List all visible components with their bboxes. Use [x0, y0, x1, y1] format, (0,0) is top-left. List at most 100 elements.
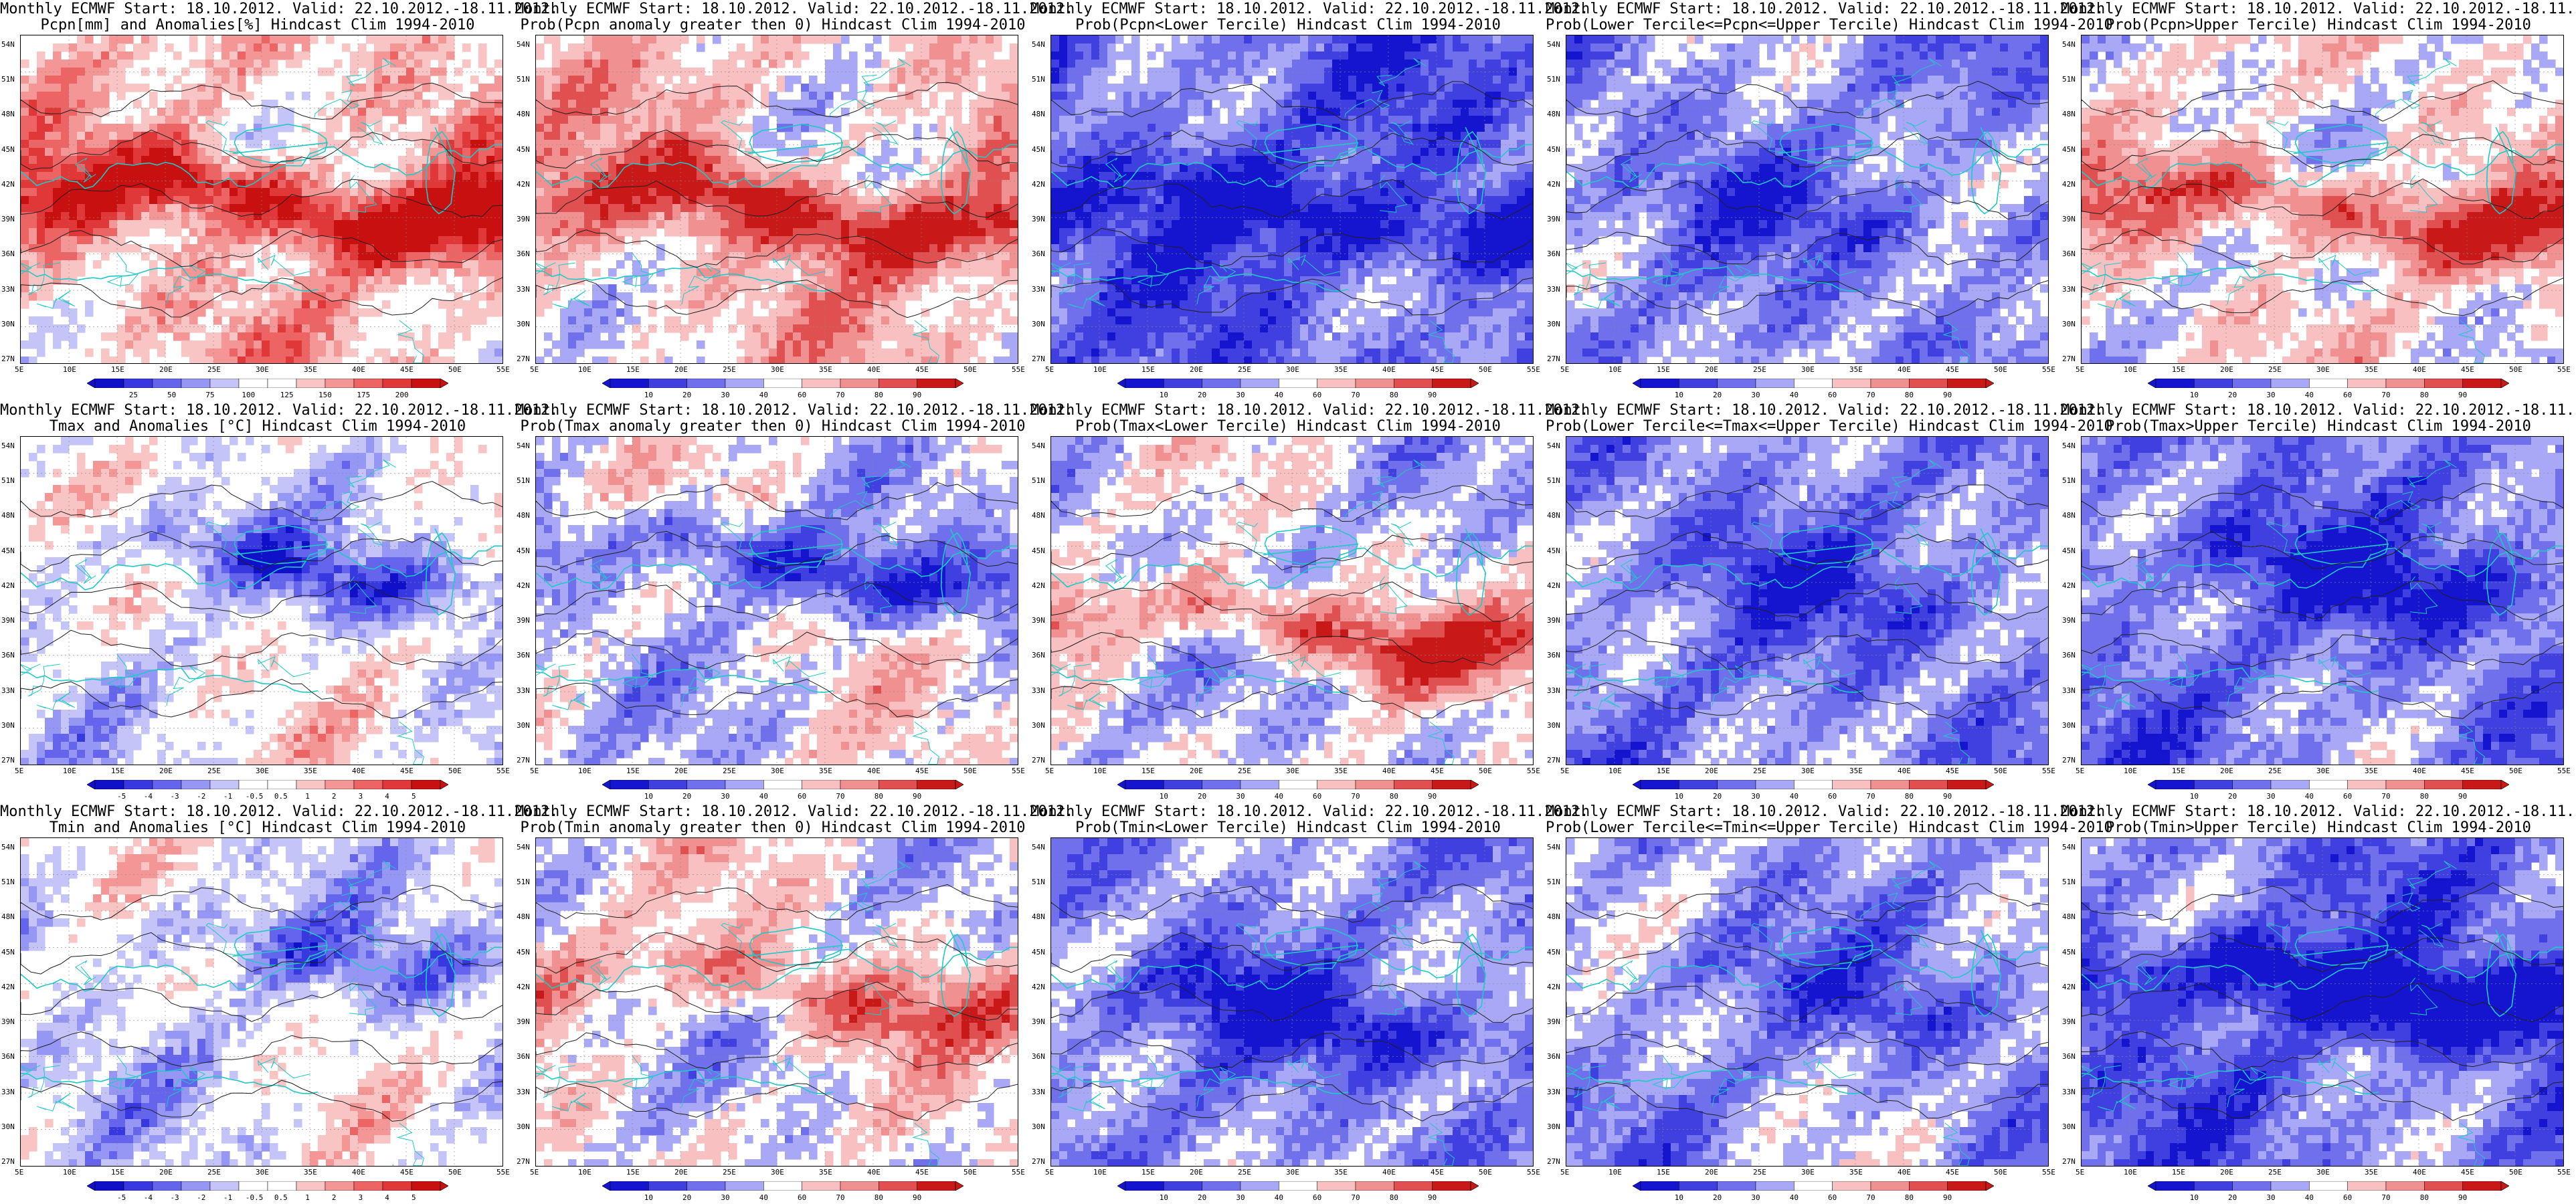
latitude-tick-label: 45N — [1547, 546, 1560, 555]
latitude-tick-label: 36N — [1547, 249, 1560, 258]
longitude-tick-label: 45E — [1946, 767, 1959, 775]
latitude-tick-label: 51N — [1547, 75, 1560, 84]
panel-title: Monthly ECMWF Start: 18.10.2012. Valid: … — [2061, 1, 2576, 33]
latitude-tick-label: 27N — [1, 355, 15, 363]
latitude-tick-label: 30N — [1, 721, 15, 730]
longitude-tick-label: 10E — [2124, 767, 2137, 775]
map-field — [21, 437, 502, 765]
panel-title-line-1: Monthly ECMWF Start: 18.10.2012. Valid: … — [2061, 804, 2576, 820]
latitude-tick-label: 27N — [1547, 756, 1560, 765]
colorbar-tick-label: 20 — [2223, 391, 2243, 399]
colorbar-tick-label: 70 — [2376, 1193, 2396, 1202]
colorbar-tick-label: 20 — [1192, 1193, 1212, 1202]
colorbar-tick-label: 50 — [162, 391, 182, 399]
colorbar-tick-label: 10 — [2184, 1193, 2204, 1202]
map-field — [1051, 35, 1533, 363]
colorbar-tick-label: 90 — [2453, 391, 2473, 399]
colorbar-tick-label: 20 — [1708, 792, 1728, 801]
latitude-tick-label: 27N — [2062, 355, 2076, 363]
longitude-tick-label: 15E — [1141, 365, 1155, 374]
longitude-tick-label: 20E — [1190, 767, 1203, 775]
latitude-tick-label: 27N — [1032, 1157, 1045, 1166]
longitude-tick-label: 25E — [723, 1168, 736, 1177]
longitude-tick-label: 25E — [2268, 1168, 2282, 1177]
map-frame — [535, 35, 1018, 364]
map-panel: Monthly ECMWF Start: 18.10.2012. Valid: … — [2061, 803, 2576, 1204]
colorbar-tick-label: 10 — [1154, 792, 1174, 801]
longitude-tick-label: 15E — [626, 1168, 640, 1177]
latitude-tick-label: 45N — [1, 145, 15, 154]
longitude-tick-label: 45E — [400, 1168, 413, 1177]
map-panel: Monthly ECMWF Start: 18.10.2012. Valid: … — [2061, 401, 2576, 803]
colorbar-tick-label: 40 — [2299, 391, 2319, 399]
colorbar-tick-label: 80 — [1899, 792, 1919, 801]
longitude-tick-label: 40E — [352, 365, 365, 374]
longitude-tick-label: 45E — [915, 767, 929, 775]
panel-title: Monthly ECMWF Start: 18.10.2012. Valid: … — [1030, 804, 1588, 836]
colorbar-tick-label: 30 — [1746, 391, 1766, 399]
colorbar-tick-label: 60 — [1823, 792, 1843, 801]
longitude-tick-label: 40E — [2413, 767, 2426, 775]
latitude-tick-label: 42N — [1032, 581, 1045, 590]
longitude-tick-label: 10E — [2124, 365, 2137, 374]
colorbar-tick-label: 10 — [1669, 1193, 1689, 1202]
longitude-tick-label: 10E — [1608, 1168, 1622, 1177]
longitude-tick-label: 55E — [1012, 365, 1025, 374]
latitude-tick-label: 39N — [517, 616, 530, 625]
latitude-tick-label: 51N — [2062, 75, 2076, 84]
latitude-tick-label: 33N — [2062, 1088, 2076, 1096]
longitude-tick-label: 15E — [111, 1168, 124, 1177]
latitude-tick-label: 48N — [1, 110, 15, 118]
longitude-tick-label: 5E — [1560, 365, 1569, 374]
map-field — [536, 838, 1018, 1166]
latitude-tick-label: 48N — [1547, 511, 1560, 520]
colorbar-tick-label: 40 — [2299, 1193, 2319, 1202]
colorbar-tick-label: 80 — [1384, 1193, 1404, 1202]
latitude-tick-label: 51N — [517, 878, 530, 886]
latitude-tick-label: 42N — [517, 180, 530, 189]
latitude-tick-label: 36N — [1547, 1052, 1560, 1061]
longitude-tick-label: 10E — [63, 767, 76, 775]
longitude-tick-label: 15E — [111, 365, 124, 374]
latitude-tick-label: 42N — [1547, 581, 1560, 590]
latitude-tick-label: 48N — [517, 912, 530, 921]
colorbar-tick-label: 60 — [792, 391, 812, 399]
longitude-tick-label: 5E — [1045, 365, 1054, 374]
longitude-tick-label: 40E — [2413, 1168, 2426, 1177]
panel-title-line-1: Monthly ECMWF Start: 18.10.2012. Valid: … — [1030, 804, 1588, 820]
colorbar — [1633, 1181, 1994, 1191]
longitude-tick-label: 45E — [1946, 1168, 1959, 1177]
latitude-tick-label: 36N — [2062, 1052, 2076, 1061]
longitude-tick-label: 45E — [400, 365, 413, 374]
colorbar-tick-label: -4 — [138, 792, 158, 801]
longitude-tick-label: 45E — [1431, 1168, 1444, 1177]
latitude-tick-label: 51N — [1, 476, 15, 485]
colorbar-tick-label: 90 — [1422, 391, 1443, 399]
colorbar-tick-label: 10 — [1669, 792, 1689, 801]
latitude-tick-label: 30N — [1, 1122, 15, 1131]
latitude-tick-label: 39N — [1032, 215, 1045, 223]
colorbar — [1633, 780, 1994, 789]
longitude-tick-label: 50E — [963, 365, 977, 374]
colorbar-tick-label: -4 — [138, 1193, 158, 1202]
map-panel: Monthly ECMWF Start: 18.10.2012. Valid: … — [0, 803, 558, 1204]
colorbar-tick-label: 60 — [1823, 1193, 1843, 1202]
longitude-tick-label: 5E — [15, 767, 23, 775]
latitude-tick-label: 42N — [1032, 983, 1045, 991]
longitude-tick-label: 15E — [2172, 365, 2185, 374]
panel-title: Monthly ECMWF Start: 18.10.2012. Valid: … — [1546, 804, 2113, 836]
colorbar-tick-label: 10 — [638, 1193, 658, 1202]
colorbar-tick-label: -0.5 — [244, 792, 264, 801]
map-field — [2082, 838, 2563, 1166]
longitude-tick-label: 30E — [256, 1168, 269, 1177]
panel-title: Monthly ECMWF Start: 18.10.2012. Valid: … — [2061, 804, 2576, 836]
colorbar-tick-label: 90 — [1938, 1193, 1958, 1202]
map-panel: Monthly ECMWF Start: 18.10.2012. Valid: … — [0, 0, 558, 401]
colorbar — [87, 1181, 448, 1191]
latitude-tick-label: 45N — [517, 948, 530, 957]
latitude-tick-label: 39N — [1547, 1017, 1560, 1026]
longitude-tick-label: 25E — [1753, 767, 1766, 775]
longitude-tick-label: 30E — [2316, 1168, 2330, 1177]
panel-title-line-2: Prob(Tmin anomaly greater then 0) Hindca… — [515, 820, 1030, 836]
latitude-tick-label: 45N — [1032, 948, 1045, 957]
